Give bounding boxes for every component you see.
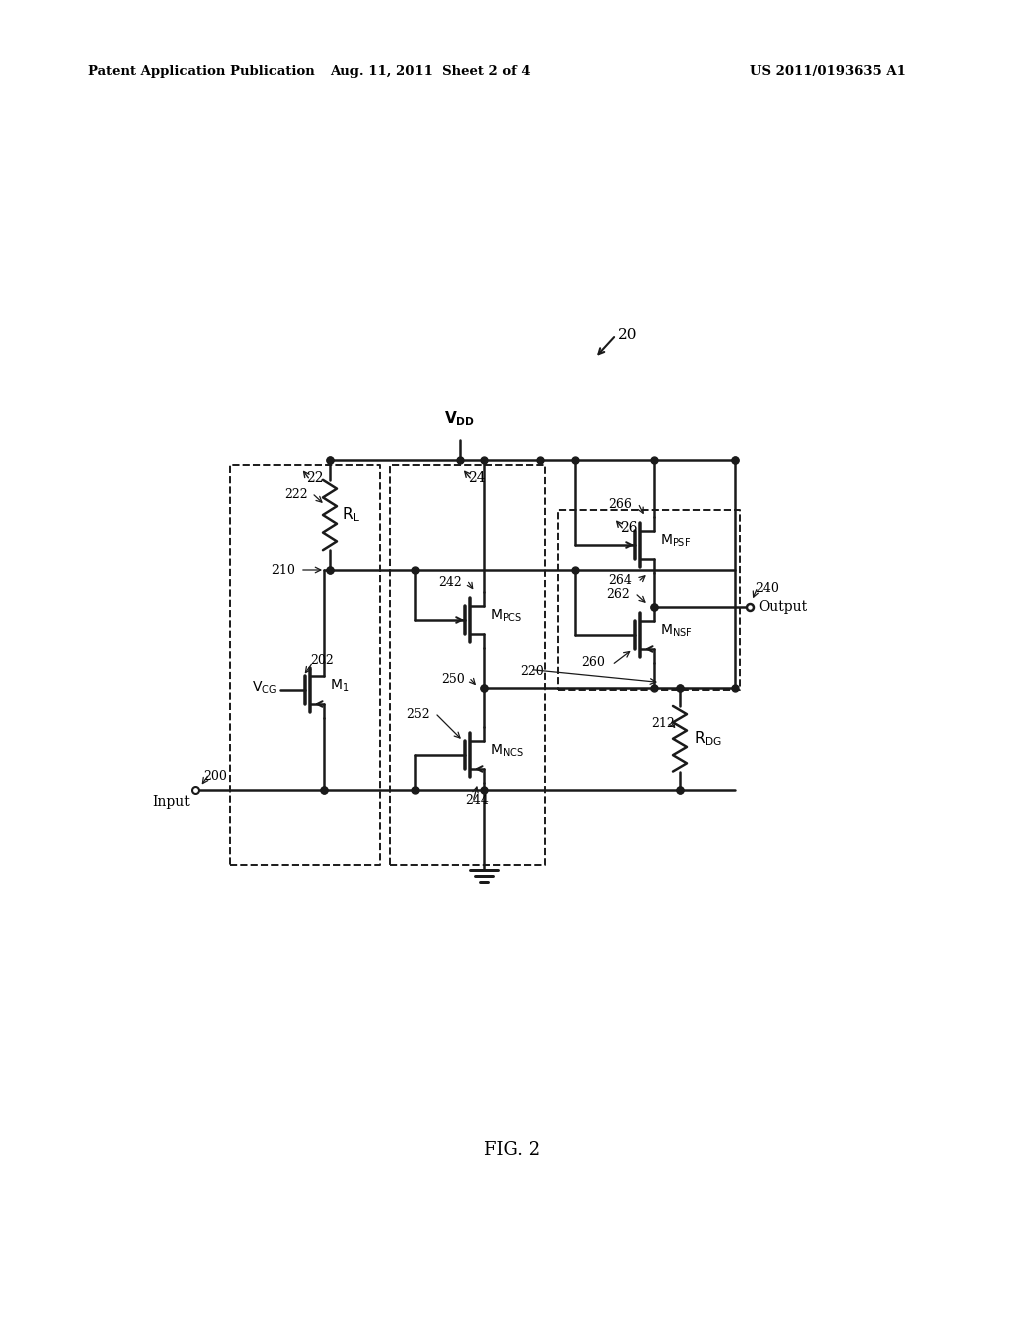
Text: 212: 212 [651, 717, 675, 730]
Text: US 2011/0193635 A1: US 2011/0193635 A1 [750, 66, 906, 78]
Text: 264: 264 [608, 573, 632, 586]
Text: 210: 210 [271, 564, 295, 577]
Text: 244: 244 [465, 793, 488, 807]
Text: Patent Application Publication: Patent Application Publication [88, 66, 314, 78]
Text: FIG. 2: FIG. 2 [484, 1140, 540, 1159]
Text: 20: 20 [618, 327, 638, 342]
Text: 242: 242 [438, 576, 462, 589]
Text: 24: 24 [468, 471, 485, 484]
Text: 26: 26 [620, 521, 638, 535]
Text: $\mathrm{R_L}$: $\mathrm{R_L}$ [342, 506, 360, 524]
Text: 260: 260 [582, 656, 605, 669]
Text: $\mathrm{M_1}$: $\mathrm{M_1}$ [330, 677, 349, 694]
Text: $\mathrm{M_{PSF}}$: $\mathrm{M_{PSF}}$ [660, 533, 691, 549]
Text: 222: 222 [285, 488, 308, 502]
Text: 250: 250 [441, 673, 465, 686]
Text: $\mathrm{M_{NSF}}$: $\mathrm{M_{NSF}}$ [660, 623, 692, 639]
Text: 220: 220 [520, 665, 544, 678]
Text: 252: 252 [407, 709, 430, 722]
Text: 22: 22 [306, 471, 324, 484]
Text: $\mathrm{M_{NCS}}$: $\mathrm{M_{NCS}}$ [490, 743, 524, 759]
Text: Input: Input [153, 795, 190, 809]
Text: 266: 266 [608, 499, 632, 511]
Text: $\mathrm{R_{DG}}$: $\mathrm{R_{DG}}$ [694, 730, 722, 748]
Text: 240: 240 [755, 582, 779, 595]
Text: 200: 200 [203, 770, 227, 783]
Text: Aug. 11, 2011  Sheet 2 of 4: Aug. 11, 2011 Sheet 2 of 4 [330, 66, 530, 78]
Text: $\mathbf{V_{DD}}$: $\mathbf{V_{DD}}$ [444, 409, 475, 428]
Text: 262: 262 [606, 589, 630, 602]
Text: 202: 202 [310, 653, 334, 667]
Text: $\mathrm{V_{CG}}$: $\mathrm{V_{CG}}$ [252, 680, 278, 696]
Text: $\mathrm{M_{PCS}}$: $\mathrm{M_{PCS}}$ [490, 607, 522, 624]
Text: Output: Output [758, 601, 807, 614]
